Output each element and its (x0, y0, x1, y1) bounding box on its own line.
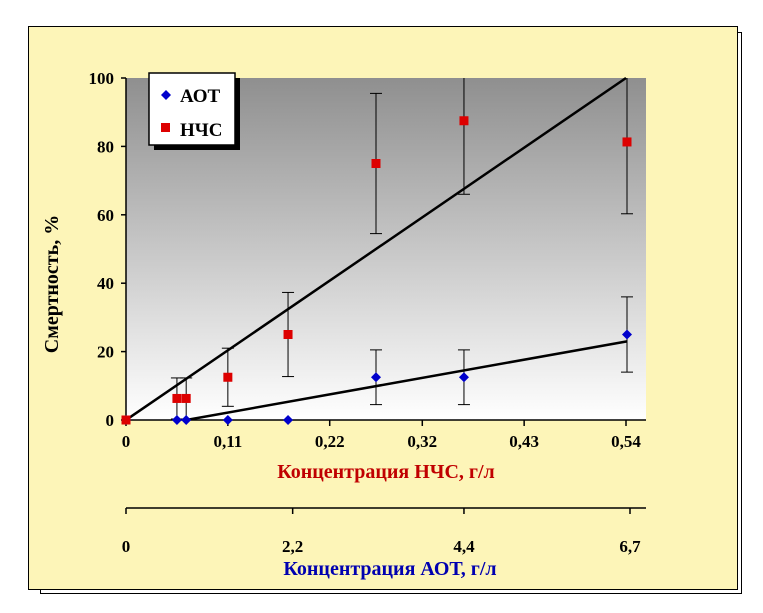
tick-labels: 0 20 40 60 80 100 0 0,11 0,22 0,32 0,43 0,54 0 2,2 4,4… (89, 69, 642, 556)
legend-label-nchs: НЧС (180, 120, 222, 141)
x-tick-label: 0 (122, 432, 131, 451)
trendlines (125, 76, 628, 422)
nchs-point (121, 415, 131, 425)
trendline-nchs (125, 76, 627, 422)
aot-point (283, 415, 294, 425)
x-axis-label-secondary: Концентрация АОТ, г/л (283, 558, 496, 580)
y-tick-label: 20 (97, 343, 114, 362)
legend-box (148, 72, 236, 146)
error-bars (170, 78, 633, 420)
y-tick-label: 80 (97, 137, 114, 156)
legend-diamond-icon (161, 90, 171, 100)
aot-point (222, 415, 233, 425)
secondary-x-tick-label: 2,2 (282, 537, 303, 556)
nchs-point (283, 330, 293, 339)
nchs-point (223, 372, 233, 382)
aot-point (171, 415, 182, 425)
legend: АОТ НЧС (148, 72, 240, 150)
legend-label-aot: АОТ (180, 86, 221, 107)
nchs-point (459, 116, 469, 126)
nchs-point (181, 393, 191, 403)
aot-point (622, 329, 632, 340)
y-tick-label: 100 (89, 69, 115, 88)
nchs-point (371, 159, 381, 168)
secondary-x-tick-label: 4,4 (453, 537, 475, 556)
x-tick-label: 0,11 (213, 432, 242, 451)
x-tick-label: 0,54 (611, 432, 641, 451)
markers (121, 116, 632, 425)
y-axis-label: Смертность, % (41, 215, 63, 353)
secondary-x-tick-label: 0 (122, 537, 131, 556)
x-tick-label: 0,32 (407, 432, 437, 451)
legend-square-icon (161, 123, 170, 132)
x-axis-label-primary: Концентрация НЧС, г/л (277, 461, 495, 483)
trendline-aot (185, 340, 628, 422)
y-tick-label: 0 (106, 411, 115, 430)
secondary-x-tick-label: 6,7 (619, 537, 641, 556)
aot-point (458, 372, 469, 383)
aot-point (181, 415, 192, 425)
x-tick-label: 0,22 (315, 432, 345, 451)
nchs-point (172, 393, 182, 403)
aot-point (371, 372, 381, 383)
y-tick-label: 40 (97, 274, 114, 293)
y-tick-label: 60 (97, 206, 114, 225)
x-tick-label: 0,43 (509, 432, 539, 451)
nchs-point (622, 137, 632, 147)
